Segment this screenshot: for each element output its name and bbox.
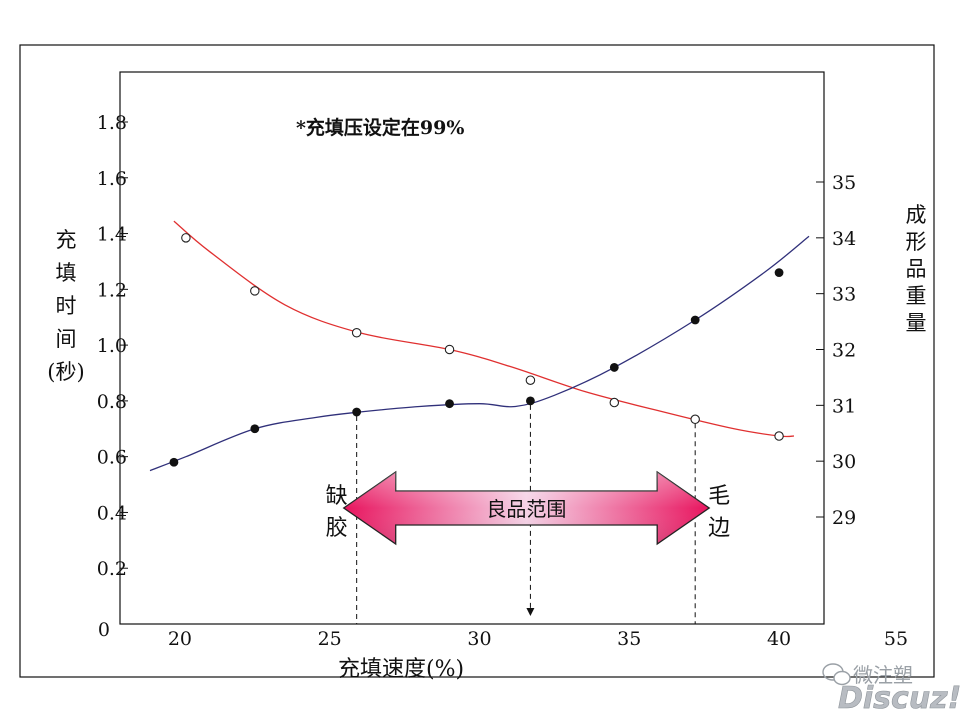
weight-point [690, 414, 700, 425]
y-right-label-char: 重 [906, 284, 927, 308]
watermark-logo: Discuz! [838, 681, 960, 716]
watermark-wechat: 微注塑 [853, 663, 913, 687]
y-left-tick-label: 1.4 [97, 224, 127, 246]
y-right-label-char: 品 [906, 257, 927, 281]
weight-point [609, 397, 620, 408]
axis-ticks: 20 25 30 35 40 55 0 0.2 0.4 0.6 0.8 1.0 1.2 1.4 1.6 1.8… [97, 112, 908, 650]
y-left-label-char: 填 [56, 261, 77, 285]
fill-time-point [250, 424, 260, 434]
y-right-tick-label: 29 [832, 507, 856, 529]
y-left-tick-label: 1.8 [97, 112, 127, 134]
weight-point [444, 344, 455, 355]
weight-point [181, 233, 191, 243]
y-right-tick-label: 33 [832, 284, 856, 306]
flash-label: 边 [708, 516, 730, 541]
x-extra-tick-label: 55 [884, 628, 908, 650]
watermark: 微注塑 Discuz! [822, 663, 960, 716]
series-layer [149, 220, 810, 472]
y-right-tick-label: 32 [832, 340, 856, 362]
y-right-tick-label: 35 [832, 172, 856, 194]
y-left-tick-label: 0.6 [97, 447, 127, 469]
y-right-tick-label: 31 [832, 395, 856, 417]
fill-time-point [352, 407, 362, 417]
y-left-tick-label: 0.8 [97, 391, 127, 413]
weight-point [525, 375, 536, 385]
y-left-tick-label: 1.2 [97, 279, 127, 301]
guide-arrowhead [526, 608, 535, 616]
y-left-tick-label: 0 [98, 619, 110, 641]
outer-frame [19, 44, 935, 678]
guide-lines: 缺胶 毛边 [326, 404, 730, 624]
weight-curve [173, 220, 795, 438]
fill-time-curve [149, 235, 810, 472]
range-arrow-shading [343, 472, 710, 544]
y-left-label-char: 间 [56, 327, 77, 351]
good-range-band: 良品范围 [342, 470, 711, 546]
y-left-label-char: (秒) [47, 360, 84, 384]
fill-time-point [526, 396, 535, 406]
flash-label: 毛 [708, 484, 730, 509]
x-tick-label: 40 [767, 628, 791, 650]
plot-area [119, 71, 825, 625]
good-range-label: 良品范围 [486, 497, 566, 521]
y-right-label-char: 成 [906, 203, 927, 227]
fill-time-point [774, 268, 784, 277]
x-tick-label: 30 [467, 628, 491, 650]
x-tick-label: 35 [617, 628, 641, 650]
y-right-label-char: 形 [906, 230, 927, 254]
fill-time-point [445, 399, 454, 409]
y-left-tick-label: 1.6 [97, 168, 127, 190]
y-left-tick-label: 1.0 [97, 335, 127, 357]
weight-point [351, 327, 362, 338]
fill-time-point [169, 457, 179, 467]
weight-point [774, 431, 784, 441]
x-axis-label: 充填速度(%) [338, 657, 464, 682]
short-shot-label: 胶 [326, 516, 348, 541]
setting-note: *充填压设定在99% [296, 116, 464, 139]
x-tick-label: 20 [168, 628, 192, 650]
fill-time-point [609, 363, 619, 372]
y-right-label-char: 量 [906, 311, 927, 335]
short-shot-label: 缺 [326, 484, 348, 509]
weight-point [250, 286, 260, 296]
chat-icon [822, 663, 851, 686]
y-left-tick-label: 0.2 [97, 558, 127, 580]
y-left-label-char: 充 [56, 228, 77, 252]
x-tick-label: 25 [318, 628, 342, 650]
fill-time-point [690, 315, 700, 325]
y-left-tick-label: 0.4 [97, 502, 127, 524]
y-right-tick-label: 30 [832, 451, 856, 473]
y-right-tick-label: 34 [832, 228, 856, 250]
y-left-label-char: 时 [56, 294, 77, 318]
